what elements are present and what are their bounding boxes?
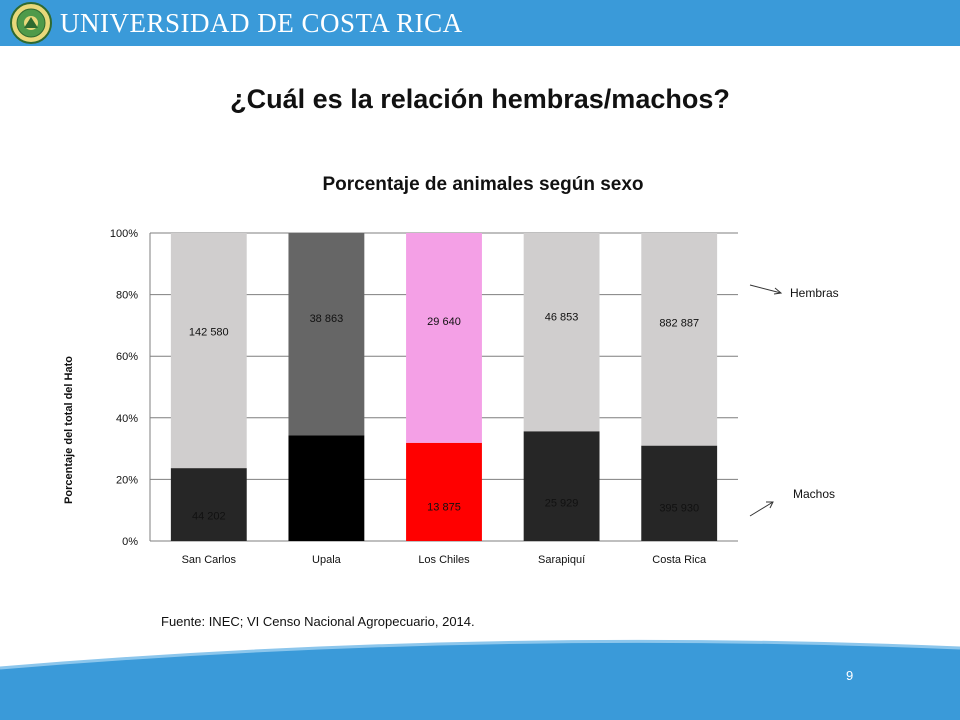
- source-note: Fuente: INEC; VI Censo Nacional Agropecu…: [161, 614, 475, 629]
- bar-segment-machos: [288, 435, 365, 541]
- bar-layer: [170, 233, 718, 541]
- bar-segment-hembras: [288, 233, 365, 436]
- label-layer: 44 202 142 580 38 863 13 875 29 640 25 929 46 …: [189, 311, 699, 522]
- footer-wave: [0, 639, 960, 720]
- x-tick-label: San Carlos: [182, 554, 237, 566]
- bar-segment-machos: [406, 442, 482, 541]
- data-label: 46 853: [545, 311, 579, 323]
- bar-segment-machos: [523, 431, 600, 541]
- hembras-annotation: Hembras: [749, 284, 839, 300]
- data-label: 13 875: [427, 502, 461, 514]
- y-tick-label: 20%: [116, 474, 138, 486]
- data-label: 142 580: [189, 327, 229, 339]
- hembras-arrowhead-icon: [773, 287, 783, 295]
- data-label: 395 930: [659, 503, 699, 515]
- bar-segment-hembras: [170, 233, 247, 469]
- page-number: 9: [846, 668, 854, 683]
- x-tick-label: Los Chiles: [418, 554, 470, 566]
- bar-segment-hembras: [406, 233, 482, 443]
- data-label: 29 640: [427, 316, 461, 328]
- hembras-arrow-icon: [749, 284, 782, 294]
- data-label: 44 202: [192, 510, 226, 522]
- data-label: 25 929: [545, 498, 579, 510]
- y-tick-label: 40%: [116, 413, 138, 425]
- slide-headline: ¿Cuál es la relación hembras/machos?: [230, 84, 730, 114]
- x-tick-label: Sarapiquí: [538, 554, 585, 566]
- bar-segment-machos: [170, 468, 247, 541]
- bar-segment-machos: [641, 445, 718, 541]
- machos-arrowhead-icon: [766, 501, 774, 509]
- header-bar: UNIVERSIDAD DE COSTA RICA: [0, 0, 960, 46]
- y-axis-label: Porcentaje del total del Hato: [63, 356, 75, 504]
- hembras-annotation-label: Hembras: [790, 286, 839, 300]
- axis-layer: 0% 20% 40% 60% 80% 100% San Carlos Upala Los Chi…: [110, 228, 707, 566]
- university-name: UNIVERSIDAD DE COSTA RICA: [60, 8, 463, 38]
- university-seal-icon: [10, 2, 52, 44]
- machos-annotation-label: Machos: [793, 487, 835, 501]
- machos-arrow-icon: [749, 501, 774, 517]
- bar-segment-hembras: [641, 233, 718, 446]
- y-tick-label: 0%: [122, 536, 138, 548]
- data-label: 882 887: [659, 317, 699, 329]
- data-label: 38 863: [310, 313, 344, 325]
- y-tick-label: 100%: [110, 228, 138, 240]
- y-tick-label: 60%: [116, 351, 138, 363]
- machos-annotation: Machos: [749, 487, 835, 517]
- x-tick-label: Costa Rica: [652, 554, 707, 566]
- x-tick-label: Upala: [312, 554, 342, 566]
- y-tick-label: 80%: [116, 290, 138, 302]
- bar-segment-hembras: [523, 233, 600, 432]
- chart-title: Porcentaje de animales según sexo: [322, 174, 643, 195]
